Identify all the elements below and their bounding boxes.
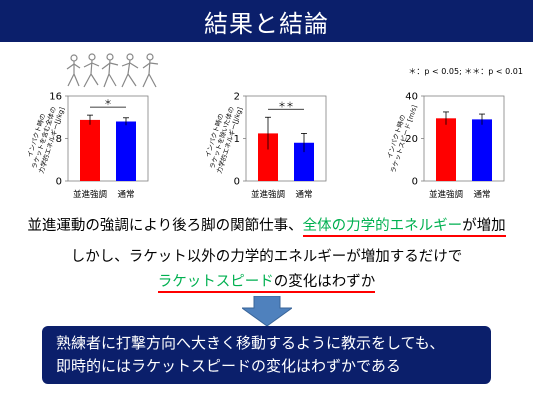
result-line-1-underline: 全体の力学的エネルギーが増加: [302, 218, 506, 237]
result-line-1-a: 並進運動の強調により後ろ脚の関節仕事、: [27, 218, 303, 234]
chart-total-energy: 0816インパクト時のラケットを含む全体の力学的エネルギー[J/kg]並進強調通…: [26, 92, 149, 200]
y-tick-label: 0: [56, 177, 62, 188]
runner-figure-5: [142, 53, 159, 88]
y-tick-label: 1: [234, 134, 240, 145]
category-label: 並進強調: [429, 189, 463, 200]
runner-figure-4: [121, 53, 139, 88]
y-tick-label: 0: [234, 177, 240, 188]
significance-label: ＊＊: [278, 100, 294, 109]
runner-figure-2: [83, 53, 100, 88]
category-label: 通常: [117, 189, 134, 200]
significance-label: ＊: [104, 98, 112, 107]
category-label: 並進強調: [73, 189, 107, 200]
page-title: 結果と結論: [204, 9, 329, 38]
result-line-1-highlight: 全体の力学的エネルギー: [302, 218, 463, 234]
bar-並進強調: [80, 119, 100, 181]
result-line-3-b: の変化はわずか: [273, 274, 376, 290]
bar-通常: [294, 142, 314, 181]
category-label: 並進強調: [251, 189, 285, 200]
y-tick-label: 2: [234, 92, 240, 103]
result-line-3-underline: ラケットスピードの変化はわずか: [157, 274, 376, 293]
category-label: 通常: [473, 189, 490, 200]
y-tick-label: 20: [405, 134, 418, 145]
conclusion-line-2: 即時的にはラケットスピードの変化はわずかである: [56, 357, 401, 375]
result-line-3: ラケットスピードの変化はわずか: [0, 270, 533, 293]
bar-並進強調: [258, 133, 278, 181]
result-line-3-highlight: ラケットスピード: [157, 274, 274, 290]
result-line-1: 並進運動の強調により後ろ脚の関節仕事、全体の力学的エネルギーが増加: [0, 214, 533, 237]
category-label: 通常: [295, 189, 312, 200]
result-line-1-c: が増加: [462, 218, 506, 234]
y-tick-label: 8: [56, 134, 62, 145]
significance-note: ＊：p < 0.05; ＊＊：p < 0.01: [408, 67, 523, 76]
title-bar: 結果と結論: [0, 0, 533, 42]
conclusion-box: 熟練者に打撃方向へ大きく移動するように教示をしても、 即時的にはラケットスピード…: [42, 326, 491, 384]
y-tick-label: 16: [49, 92, 62, 103]
y-tick-label: 0: [412, 177, 418, 188]
runner-sequence-illustration: [66, 53, 159, 88]
down-arrow-icon: [242, 296, 292, 326]
result-line-2: しかし、ラケット以外の力学的エネルギーが増加するだけで: [70, 249, 463, 265]
runner-figure-1: [66, 54, 81, 87]
runner-figure-3: [101, 53, 119, 88]
conclusion-line-1: 熟練者に打撃方向へ大きく移動するように教示をしても、: [56, 334, 445, 352]
bar-通常: [472, 119, 492, 181]
bar-通常: [116, 121, 136, 181]
y-tick-label: 40: [405, 92, 418, 103]
bar-並進強調: [436, 118, 456, 181]
